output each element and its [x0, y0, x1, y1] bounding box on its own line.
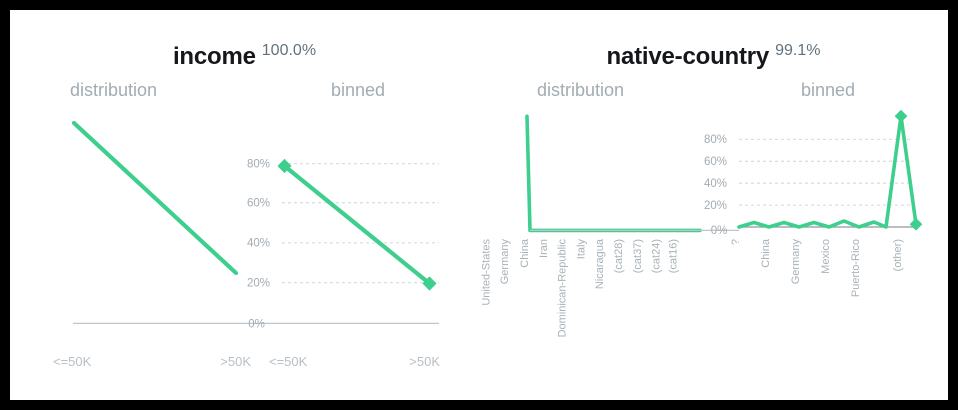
svg-text:40%: 40% [704, 178, 727, 190]
svg-text:0%: 0% [248, 319, 265, 331]
svg-text:?: ? [730, 239, 742, 245]
svg-text:80%: 80% [704, 134, 727, 146]
svg-text:China: China [760, 238, 772, 268]
svg-text:(other): (other) [892, 239, 904, 271]
svg-text:<=50K: <=50K [269, 354, 308, 369]
svg-text:Germany: Germany [790, 239, 802, 285]
svg-text:0%: 0% [711, 225, 728, 237]
svg-text:Puerto-Rico: Puerto-Rico [850, 239, 862, 297]
svg-text:40%: 40% [247, 238, 270, 250]
svg-text:80%: 80% [247, 159, 270, 171]
svg-text:>50K: >50K [409, 354, 440, 369]
svg-text:Mexico: Mexico [820, 239, 832, 274]
svg-text:20%: 20% [704, 200, 727, 212]
svg-text:60%: 60% [247, 198, 270, 210]
svg-text:60%: 60% [704, 156, 727, 168]
svg-text:20%: 20% [247, 278, 270, 290]
